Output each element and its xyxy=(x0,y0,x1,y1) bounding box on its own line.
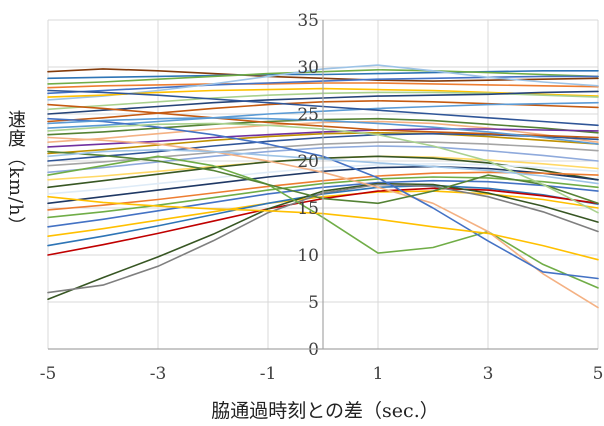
x-tick-label: 5 xyxy=(593,364,604,384)
y-tick-label: 15 xyxy=(297,199,319,219)
y-axis-label: 速度（km/h） xyxy=(5,110,26,236)
x-tick-label: 3 xyxy=(483,364,494,384)
y-tick-label: 5 xyxy=(308,293,319,313)
x-tick-label: 1 xyxy=(373,364,384,384)
y-tick-label: 35 xyxy=(297,11,319,31)
x-tick-label: -3 xyxy=(150,364,167,384)
y-tick-label: 0 xyxy=(308,340,319,360)
y-tick-label: 30 xyxy=(297,58,319,78)
y-tick-label: 25 xyxy=(297,105,319,125)
y-tick-label: 10 xyxy=(297,246,319,266)
y-tick-label: 20 xyxy=(297,152,319,172)
x-tick-label: -5 xyxy=(40,364,57,384)
x-axis-label: 脇通過時刻との差（sec.） xyxy=(211,400,439,422)
x-tick-label: -1 xyxy=(260,364,277,384)
